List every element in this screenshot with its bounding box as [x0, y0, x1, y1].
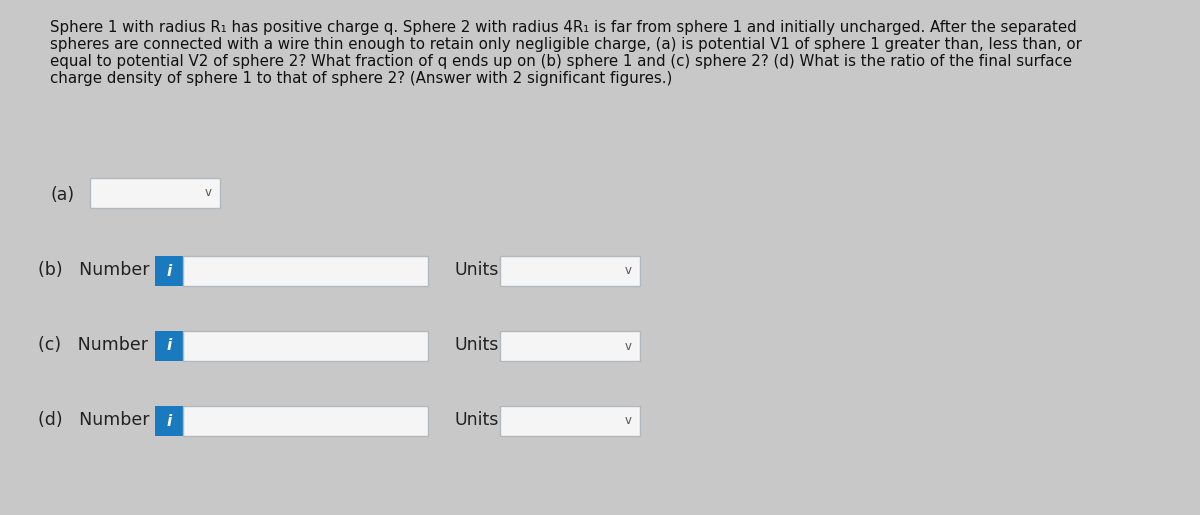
Text: (d)   Number: (d) Number [38, 411, 150, 429]
Text: v: v [624, 339, 631, 352]
Text: v: v [204, 186, 211, 199]
Text: v: v [624, 415, 631, 427]
Text: v: v [624, 265, 631, 278]
FancyBboxPatch shape [182, 256, 428, 286]
Text: equal to potential V2 of sphere 2? What fraction of q ends up on (b) sphere 1 an: equal to potential V2 of sphere 2? What … [50, 54, 1072, 69]
Text: i: i [167, 414, 172, 428]
Text: spheres are connected with a wire thin enough to retain only negligible charge, : spheres are connected with a wire thin e… [50, 37, 1082, 52]
FancyBboxPatch shape [155, 256, 182, 286]
Text: Sphere 1 with radius R₁ has positive charge q. Sphere 2 with radius 4R₁ is far f: Sphere 1 with radius R₁ has positive cha… [50, 20, 1076, 35]
Text: i: i [167, 338, 172, 353]
FancyBboxPatch shape [500, 256, 640, 286]
FancyBboxPatch shape [182, 331, 428, 361]
FancyBboxPatch shape [182, 406, 428, 436]
Text: i: i [167, 264, 172, 279]
Text: charge density of sphere 1 to that of sphere 2? (Answer with 2 significant figur: charge density of sphere 1 to that of sp… [50, 71, 672, 86]
Text: (b)   Number: (b) Number [38, 261, 150, 279]
FancyBboxPatch shape [500, 406, 640, 436]
FancyBboxPatch shape [155, 331, 182, 361]
FancyBboxPatch shape [155, 406, 182, 436]
Text: (c)   Number: (c) Number [38, 336, 148, 354]
Text: (a): (a) [50, 186, 74, 204]
Text: Units: Units [455, 411, 499, 429]
FancyBboxPatch shape [500, 331, 640, 361]
FancyBboxPatch shape [90, 178, 220, 208]
Text: Units: Units [455, 336, 499, 354]
Text: Units: Units [455, 261, 499, 279]
